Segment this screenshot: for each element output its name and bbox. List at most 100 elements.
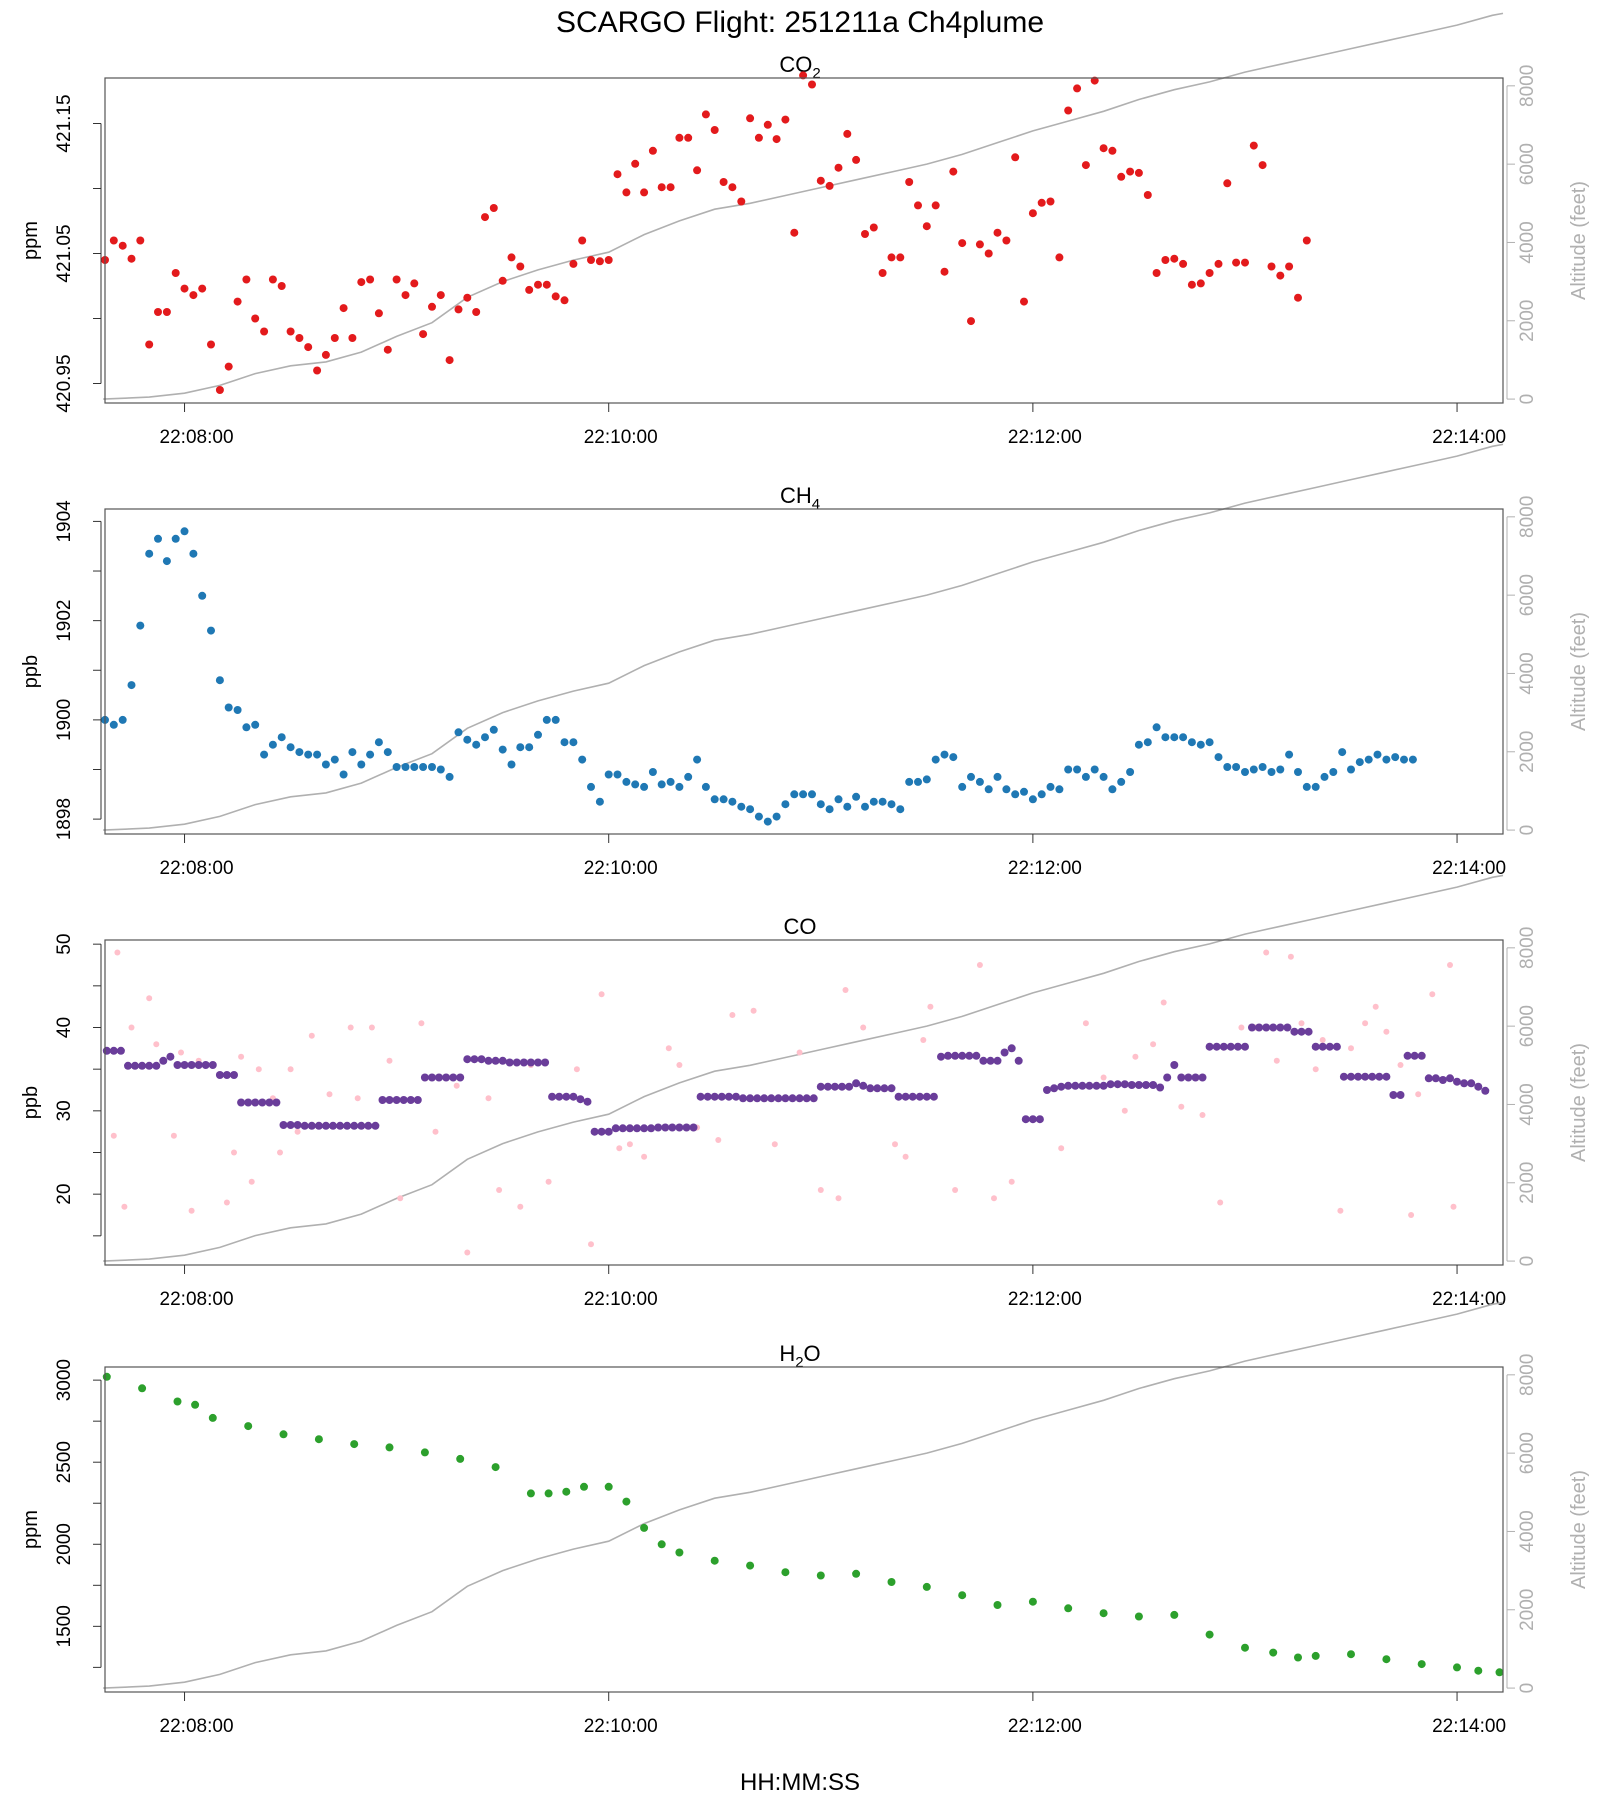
h2o-series0-point-8	[350, 1440, 359, 1449]
co-y-tick-label-3: 50	[54, 934, 75, 955]
co-series1-point-134	[1050, 1084, 1059, 1093]
ch4-series0-point-5	[145, 549, 154, 558]
co-series1-point-187	[1424, 1074, 1433, 1083]
ch4-series0-point-99	[975, 777, 984, 786]
co-y-tick-label-2: 40	[54, 1017, 75, 1038]
co-series1-point-57	[505, 1058, 514, 1067]
panel-co: CO 20 30 40 50 ppb 0 2000 4000 6000 8000 Altitude (…	[20, 874, 1590, 1310]
co-series0-point-43	[665, 1045, 672, 1052]
co2-series0-point-88	[878, 269, 887, 277]
ch4-altitude-line	[103, 443, 1504, 831]
ch4-series0-point-25	[321, 760, 330, 769]
ch4-series0-point-118	[1143, 738, 1152, 747]
ch4-series0-point-10	[189, 549, 198, 558]
co-series0-point-74	[1238, 1024, 1245, 1031]
ch4-series0-point-6	[154, 534, 162, 543]
co-series1-point-191	[1453, 1077, 1461, 1086]
co-series1-point-77	[647, 1124, 656, 1133]
co2-series0-point-49	[534, 280, 542, 289]
ch4-series0-point-11	[198, 591, 207, 600]
co-series1-point-86	[710, 1092, 719, 1101]
co-series1-point-113	[901, 1092, 910, 1101]
co-series1-point-61	[534, 1058, 542, 1067]
co-altitude-axis-label: Altitude (feet)	[1568, 1043, 1590, 1162]
co2-altitude-tick-label-0: 0	[1517, 394, 1538, 405]
ch4-series0-point-57	[604, 770, 613, 779]
ch4-series0-point-38	[436, 765, 445, 774]
co2-series0-point-54	[578, 236, 587, 245]
ch4-series0-point-37	[428, 763, 436, 771]
co-series0-point-7	[170, 1132, 177, 1139]
co-series0-point-86	[1383, 1028, 1390, 1035]
ch4-series0-point-136	[1302, 782, 1311, 791]
co-series1-point-135	[1057, 1082, 1066, 1091]
h2o-series0-point-4	[208, 1413, 217, 1422]
co2-series0-point-45	[498, 276, 507, 285]
co-series1-point-93	[760, 1094, 769, 1103]
co-series1-point-139	[1085, 1081, 1094, 1090]
ch4-series0-point-75	[763, 817, 772, 826]
co-series0-point-65	[1082, 1020, 1089, 1027]
co-series0-point-39	[598, 991, 605, 998]
co2-series0-point-114	[1108, 146, 1117, 155]
ch4-series0-point-104	[1020, 787, 1028, 796]
co-series0-point-59	[952, 1187, 959, 1193]
co-series0-point-72	[1199, 1112, 1206, 1118]
ch4-series0-point-122	[1179, 733, 1188, 742]
co-series0-point-56	[902, 1153, 909, 1160]
co2-series0-point-65	[675, 133, 684, 142]
co2-series0-point-21	[286, 327, 295, 336]
h2o-series0-point-27	[887, 1578, 896, 1586]
co-series1-point-186	[1417, 1051, 1426, 1060]
co2-series0-point-72	[737, 197, 746, 206]
co-series1-point-155	[1198, 1073, 1207, 1082]
co2-x-tick-label-0: 22:08:00	[160, 427, 234, 448]
co-series1-point-108	[866, 1084, 875, 1093]
co-series1-point-163	[1255, 1023, 1264, 1032]
co2-series0-point-61	[640, 188, 649, 197]
co-series1-point-190	[1446, 1074, 1454, 1083]
x-axis-label: HH:MM:SS	[740, 1769, 860, 1796]
panels: CO2420.95421.05421.15ppm0200040006000800…	[20, 12, 1590, 1737]
h2o-series0-point-31	[1028, 1597, 1037, 1606]
co-series1-point-75	[633, 1124, 641, 1133]
ch4-series0-point-110	[1073, 765, 1082, 774]
co-series0-point-41	[626, 1141, 633, 1148]
ch4-series0-point-72	[737, 802, 746, 811]
co-series1-point-141	[1099, 1081, 1108, 1090]
h2o-series0-point-30	[993, 1601, 1002, 1609]
co2-series0-point-107	[1046, 197, 1055, 206]
co2-series0-point-127	[1223, 179, 1232, 188]
co2-series0-point-33	[392, 275, 401, 284]
co2-series0-point-86	[861, 230, 869, 238]
co2-series0-point-97	[958, 239, 967, 248]
h2o-series0-point-43	[1417, 1660, 1426, 1669]
co-series1-point-104	[838, 1082, 846, 1091]
co2-series0-point-4	[136, 236, 145, 245]
ch4-series0-point-61	[640, 782, 649, 791]
co-series0-point-13	[231, 1149, 237, 1156]
co2-series0-point-10	[189, 291, 198, 300]
co-series0-point-85	[1372, 1003, 1379, 1010]
co-series1-point-109	[873, 1084, 882, 1093]
co-series1-point-39	[378, 1096, 387, 1104]
ch4-series0-point-130	[1249, 765, 1258, 774]
co-series1-point-83	[689, 1123, 698, 1132]
co-series0-point-49	[771, 1141, 778, 1148]
ch4-series0-point-27	[339, 770, 348, 779]
co2-series0-point-84	[843, 129, 852, 138]
co-series1-point-169	[1297, 1027, 1306, 1036]
ch4-series0-point-94	[931, 755, 940, 764]
co2-series0-point-58	[613, 170, 622, 179]
co2-series0-point-50	[542, 280, 551, 289]
co2-series0-point-17	[251, 314, 260, 323]
co-series1-point-14	[201, 1061, 210, 1069]
h2o-series0-point-19	[640, 1523, 649, 1532]
h2o-altitude-tick-label-1: 2000	[1517, 1589, 1538, 1631]
co2-series0-point-93	[922, 222, 931, 231]
co-series1-point-101	[816, 1082, 825, 1091]
co-series1-point-65	[562, 1092, 571, 1101]
co-series1-point-79	[661, 1123, 670, 1132]
ch4-series0-point-20	[277, 733, 286, 742]
